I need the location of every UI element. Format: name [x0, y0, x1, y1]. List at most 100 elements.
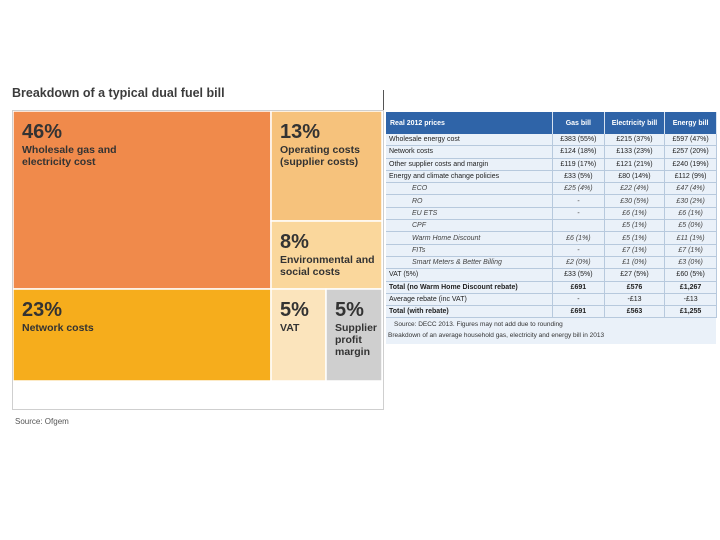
- table-cell: £576: [604, 281, 666, 294]
- header-cell: Energy bill: [664, 112, 717, 134]
- tile-rect-network: [13, 288, 272, 382]
- table-cell: £5 (1%): [604, 231, 666, 245]
- table-cell: £383 (55%): [552, 134, 605, 147]
- table-cell: £7 (1%): [604, 244, 666, 257]
- table-cell: -: [552, 207, 605, 221]
- tile-rect-profit: [325, 288, 383, 382]
- table-row: Smart Meters & Better Billing £2 (0%) £1 (…: [386, 256, 717, 270]
- tile-percent: 5%: [335, 299, 364, 321]
- tile-label: Network costs: [22, 322, 94, 334]
- table-body: Wholesale energy cost £383 (55%) £215 (37%…: [386, 134, 717, 319]
- table-cell: [552, 219, 605, 233]
- table-cell: £60 (5%): [664, 268, 717, 282]
- row-label: Other supplier costs and margin: [386, 158, 553, 171]
- tile-rect-environmental: [270, 220, 383, 290]
- row-label: Total (with rebate): [386, 305, 553, 319]
- table-cell: £3 (0%): [664, 256, 717, 270]
- header-cell: Real 2012 prices: [386, 112, 553, 134]
- tile-percent: 8%: [280, 231, 309, 253]
- table-cell: £33 (5%): [552, 170, 605, 184]
- row-label: FITs: [386, 244, 553, 257]
- table-row: Warm Home Discount £6 (1%) £5 (1%) £11 (1%): [386, 231, 717, 245]
- table-cell: £1 (0%): [604, 256, 666, 270]
- tile-label: Wholesale gas and: [22, 144, 117, 156]
- table-cell: -: [552, 194, 605, 208]
- table-row: Total (no Warm Home Discount rebate) £691…: [386, 281, 717, 294]
- table-cell: -: [552, 244, 605, 257]
- row-label: CPF: [386, 219, 553, 233]
- table-cell: £30 (2%): [664, 194, 717, 208]
- tile-label: Operating costs: [280, 144, 360, 156]
- row-label: Smart Meters & Better Billing: [386, 256, 553, 270]
- table-cell: -£13: [664, 293, 717, 307]
- tile-label: Environmental and: [280, 254, 375, 266]
- table-cell: £240 (19%): [664, 158, 717, 171]
- table-row: Network costs £124 (18%) £133 (23%) £257 (2…: [386, 145, 717, 159]
- table-row: Total (with rebate) £691 £563 £1,255: [386, 305, 717, 319]
- treemap-tile-vat: 5%VAT: [270, 288, 327, 382]
- treemap-tile-network: 23%Network costs: [13, 288, 272, 382]
- table-cell: £563: [604, 305, 666, 319]
- cost-table-panel: Real 2012 prices Gas bill Electricity bi…: [386, 112, 717, 344]
- cost-table: Real 2012 prices Gas bill Electricity bi…: [386, 112, 717, 319]
- table-cell: £11 (1%): [664, 231, 717, 245]
- row-label: VAT (5%): [386, 268, 553, 282]
- tile-label: Supplier: [335, 322, 377, 334]
- row-label: Energy and climate change policies: [386, 170, 553, 184]
- tile-rect-operating: [270, 111, 383, 222]
- table-source: Source: DECC 2013. Figures may not add d…: [394, 321, 563, 328]
- table-cell: £124 (18%): [552, 145, 605, 159]
- table-cell: £121 (21%): [604, 158, 666, 171]
- table-cell: £25 (4%): [552, 182, 605, 196]
- tile-label: profit: [335, 334, 362, 346]
- table-cell: -£13: [604, 293, 666, 307]
- treemap-frame: 46% Wholesale gas and electricity cost 13% O…: [12, 110, 384, 426]
- table-cell: -: [552, 293, 605, 307]
- table-row: Wholesale energy cost £383 (55%) £215 (37%…: [386, 134, 717, 147]
- chart-title: Breakdown of a typical dual fuel bill: [12, 86, 225, 100]
- table-row: Other supplier costs and margin £119 (17%…: [386, 158, 717, 171]
- tile-percent: 5%: [280, 299, 309, 321]
- table-cell: £1,255: [664, 305, 717, 319]
- table-cell: £80 (14%): [604, 170, 666, 184]
- tile-percent: 13%: [280, 121, 320, 143]
- table-header-row: Real 2012 prices Gas bill Electricity bi…: [386, 112, 717, 134]
- table-cell: £257 (20%): [664, 145, 717, 159]
- table-cell: £119 (17%): [552, 158, 605, 171]
- table-cell: £7 (1%): [664, 244, 717, 257]
- table-row: VAT (5%) £33 (5%) £27 (5%) £60 (5%): [386, 268, 717, 282]
- header-cell: Gas bill: [552, 112, 605, 134]
- table-cell: £691: [552, 281, 605, 294]
- table-cell: £691: [552, 305, 605, 319]
- table-row: FITs - £7 (1%) £7 (1%): [386, 244, 717, 257]
- table-cell: £27 (5%): [604, 268, 666, 282]
- row-label: Average rebate (inc VAT): [386, 293, 553, 307]
- tile-rect-vat: [270, 288, 327, 382]
- table-row: Average rebate (inc VAT) - -£13 -£13: [386, 293, 717, 307]
- table-row: RO - £30 (5%) £30 (2%): [386, 194, 717, 208]
- table-cell: £133 (23%): [604, 145, 666, 159]
- row-label: Wholesale energy cost: [386, 134, 553, 147]
- table-row: Energy and climate change policies £33 (5…: [386, 170, 717, 184]
- tile-percent: 46%: [22, 121, 62, 143]
- tile-label: social costs: [280, 266, 340, 278]
- table-cell: £33 (5%): [552, 268, 605, 282]
- table-cell: £2 (0%): [552, 256, 605, 270]
- row-label: Network costs: [386, 145, 553, 159]
- treemap-panel: Breakdown of a typical dual fuel bill 46…: [12, 86, 384, 426]
- chart-source: Source: Ofgem: [15, 417, 69, 426]
- row-label: ECO: [386, 182, 553, 196]
- table-row: CPF £5 (1%) £5 (0%): [386, 219, 717, 233]
- tile-label: margin: [335, 346, 370, 358]
- row-label: RO: [386, 194, 553, 208]
- tile-rect-wholesale: [13, 111, 272, 290]
- table-cell: £6 (1%): [552, 231, 605, 245]
- table-cell: £597 (47%): [664, 134, 717, 147]
- table-cell: £1,267: [664, 281, 717, 294]
- table-cell: £215 (37%): [604, 134, 666, 147]
- table-cell: £22 (4%): [604, 182, 666, 196]
